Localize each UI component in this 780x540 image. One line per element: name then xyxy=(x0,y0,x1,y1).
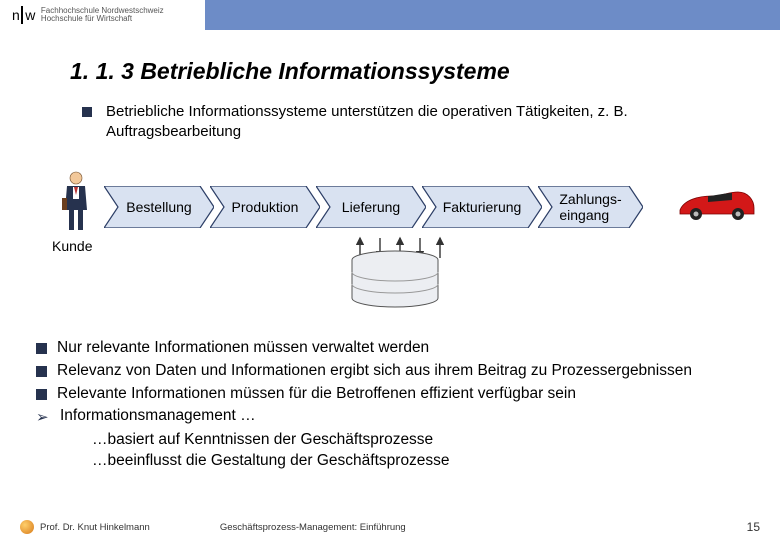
bullet-row: Nur relevante Informationen müssen verwa… xyxy=(36,338,752,359)
footer-author: Prof. Dr. Knut Hinkelmann xyxy=(40,522,150,533)
car-icon xyxy=(678,188,756,227)
footer-course: Geschäftsprozess-Management: Einführung xyxy=(220,522,406,533)
process-steps: Bestellung Produktion Lieferung Fakturierun… xyxy=(108,186,643,228)
slide-title: 1. 1. 3 Betriebliche Informationssysteme xyxy=(70,58,510,85)
page-number: 15 xyxy=(747,520,760,534)
bullet-text: Nur relevante Informationen müssen verwa… xyxy=(57,338,429,359)
bullet-text: Relevanz von Daten und Informationen erg… xyxy=(57,361,692,382)
logo-mark: nw xyxy=(12,6,35,24)
process-step: Zahlungs-eingang xyxy=(538,186,643,228)
header-bar xyxy=(205,0,780,30)
process-step-label: Bestellung xyxy=(120,199,197,215)
logo-text: Fachhochschule Nordwestschweiz Hochschul… xyxy=(41,7,164,24)
sub-bullet-text: …basiert auf Kenntnissen der Geschäftspr… xyxy=(92,430,752,451)
customer-label: Kunde xyxy=(52,238,92,254)
bullet-square-icon xyxy=(36,389,47,400)
bullet-text: Informationsmanagement … xyxy=(60,406,256,427)
bullet-list: Nur relevante Informationen müssen verwa… xyxy=(36,338,752,472)
bullet-row: Relevante Informationen müssen für die B… xyxy=(36,384,752,405)
process-step: Bestellung xyxy=(104,186,214,228)
process-step-label: Fakturierung xyxy=(437,199,528,215)
bullet-text: Relevante Informationen müssen für die B… xyxy=(57,384,576,405)
bullet-arrow-icon: ➢ xyxy=(36,408,50,428)
intro-text: Betriebliche Informationssysteme unterst… xyxy=(106,102,752,142)
logo-line2: Hochschule für Wirtschaft xyxy=(41,15,164,23)
intro-bullet: Betriebliche Informationssysteme unterst… xyxy=(82,102,752,142)
bullet-row: Relevanz von Daten und Informationen erg… xyxy=(36,361,752,382)
bullet-square-icon xyxy=(36,343,47,354)
footer: Prof. Dr. Knut Hinkelmann Geschäftsproze… xyxy=(20,520,760,534)
process-step: Fakturierung xyxy=(422,186,542,228)
database-icon xyxy=(350,250,440,308)
logo: nw Fachhochschule Nordwestschweiz Hochsc… xyxy=(12,6,164,24)
bullet-square-icon xyxy=(82,107,92,117)
process-step: Lieferung xyxy=(316,186,426,228)
bullet-row: ➢ Informationsmanagement … xyxy=(36,406,752,428)
process-step: Produktion xyxy=(210,186,320,228)
process-step-label: Zahlungs-eingang xyxy=(553,191,627,223)
sub-bullet-text: …beeinflusst die Gestaltung der Geschäft… xyxy=(92,451,752,472)
process-step-label: Lieferung xyxy=(336,199,406,215)
process-step-label: Produktion xyxy=(226,199,305,215)
footer-logo-icon xyxy=(20,520,34,534)
customer-icon: Kunde xyxy=(58,170,94,237)
bullet-square-icon xyxy=(36,366,47,377)
